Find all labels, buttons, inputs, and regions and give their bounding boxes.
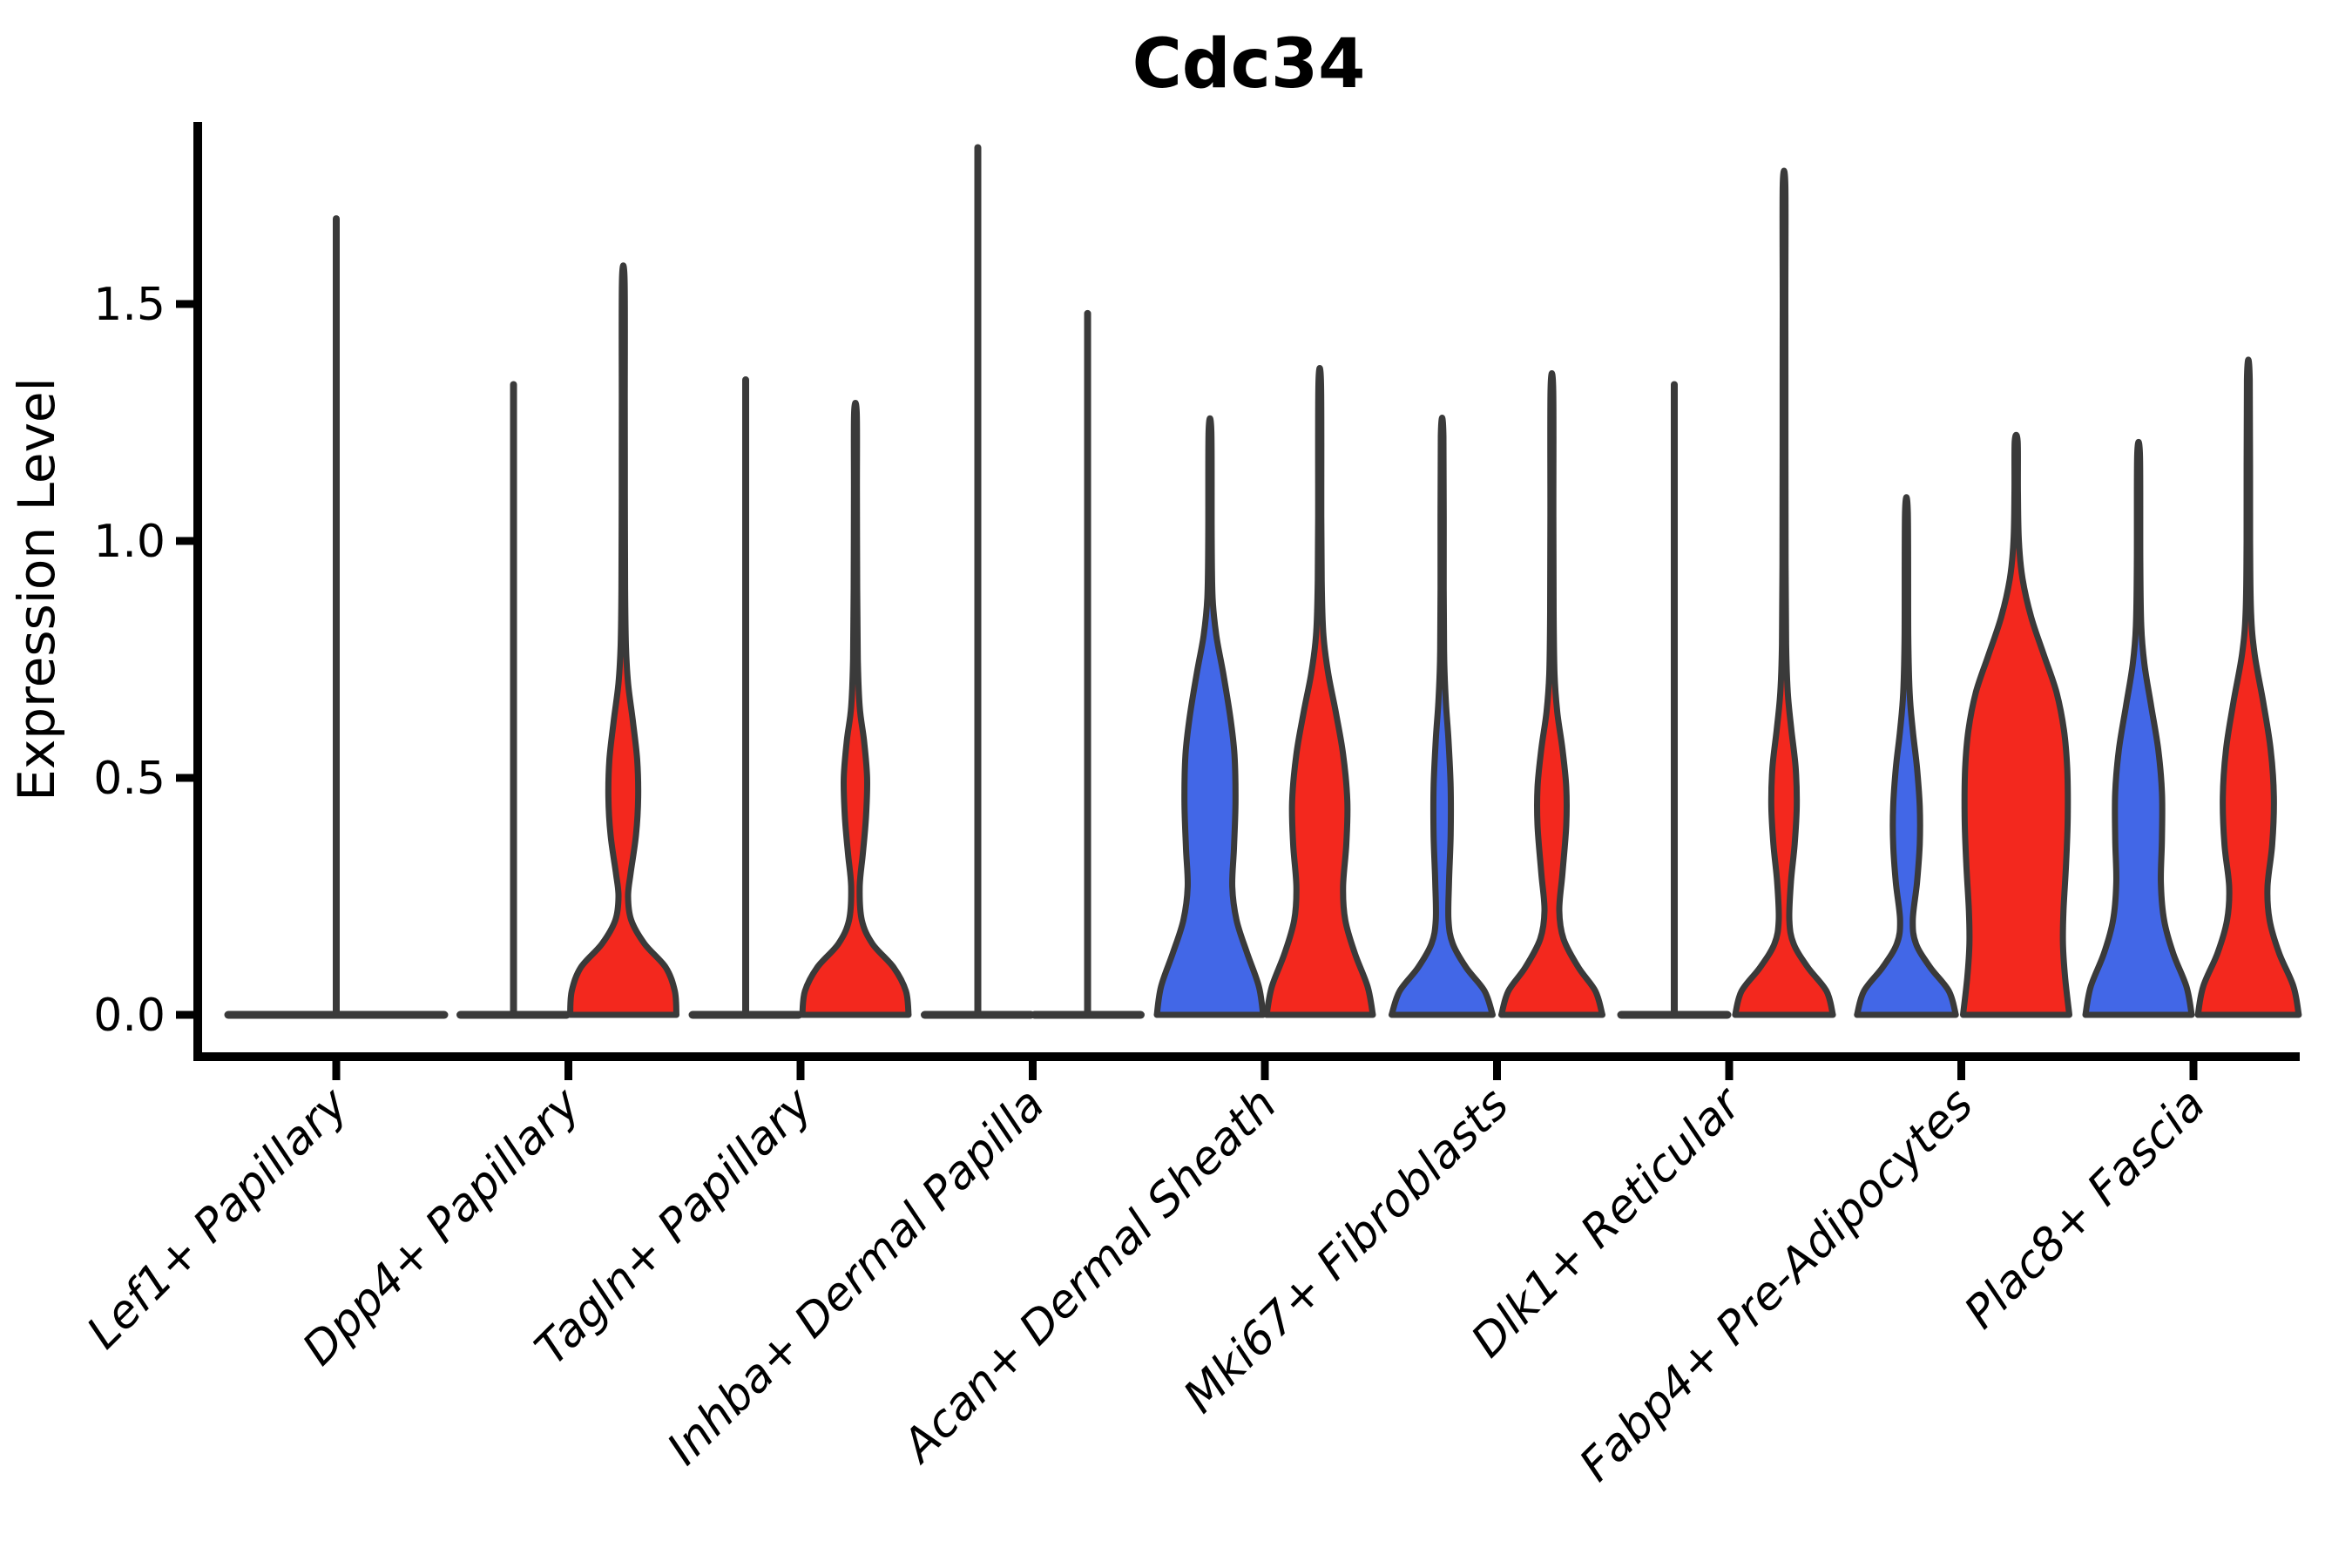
x-tick-label: Inhba+ Dermal Papilla: [658, 1078, 1055, 1476]
y-axis-label: Expression Level: [7, 377, 66, 801]
x-tick-label: Fabp4+ Pre-Adipocytes: [1570, 1078, 1984, 1492]
violin-blue-4: [1153, 415, 1267, 1018]
y-tick-label: 1.0: [93, 516, 166, 568]
violin-red-2: [799, 400, 912, 1018]
violin-red-4: [1263, 364, 1376, 1018]
chart-title: Cdc34: [1132, 25, 1366, 104]
x-tick-label: Acan+ Dermal Sheath: [891, 1078, 1287, 1474]
violin-blue-5: [1389, 415, 1496, 1018]
violin-blue-7: [1854, 494, 1959, 1018]
violin-red-5: [1498, 370, 1605, 1018]
violin-blue-8: [2082, 438, 2195, 1018]
y-tick-label: 1.5: [93, 279, 166, 331]
violin-red-8: [2194, 356, 2302, 1018]
violin-red-6: [1732, 167, 1836, 1018]
violin-red-1: [567, 262, 679, 1018]
x-tick-label: Plac8+ Fascia: [1955, 1078, 2215, 1339]
y-tick-label: 0.5: [93, 753, 166, 805]
y-tick-label: 0.0: [93, 990, 166, 1042]
violin-red-7: [1960, 431, 2072, 1018]
